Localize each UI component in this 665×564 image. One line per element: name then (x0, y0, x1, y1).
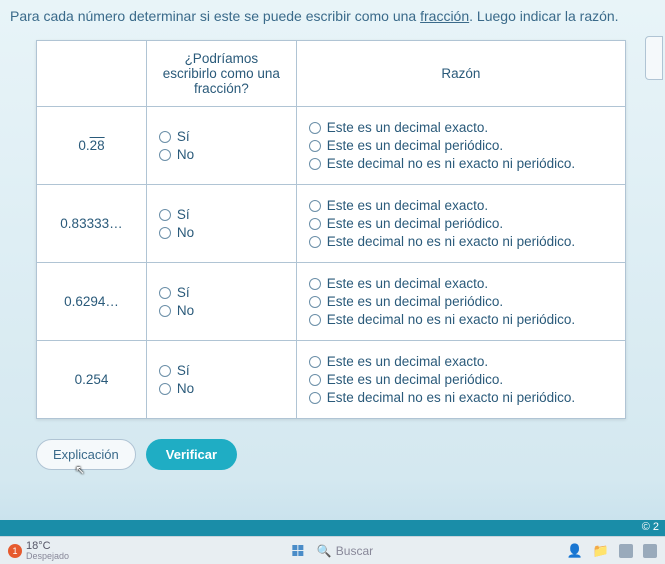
cursor-icon: ↖ (75, 463, 85, 477)
yesno-cell: Sí No (146, 263, 296, 341)
radio-icon (159, 287, 171, 299)
radio-no[interactable]: No (159, 225, 284, 240)
radio-icon (159, 383, 171, 395)
reason-cell: Este es un decimal exacto. Este es un dec… (296, 341, 625, 419)
radio-icon (159, 209, 171, 221)
instruction-text: Para cada número determinar si este se p… (10, 8, 655, 24)
radio-yes[interactable]: Sí (159, 363, 284, 378)
radio-neither[interactable]: Este decimal no es ni exacto ni periódic… (309, 312, 613, 327)
radio-icon (309, 374, 321, 386)
taskbar-search[interactable]: 🔍 Buscar (317, 544, 373, 558)
yesno-cell: Sí No (146, 341, 296, 419)
reason-cell: Este es un decimal exacto. Este es un dec… (296, 263, 625, 341)
radio-no[interactable]: No (159, 147, 284, 162)
radio-yes[interactable]: Sí (159, 129, 284, 144)
number-cell: 0.254 (37, 341, 147, 419)
radio-periodic[interactable]: Este es un decimal periódico. (309, 294, 613, 309)
header-number (37, 41, 147, 107)
radio-icon (309, 236, 321, 248)
search-icon: 🔍 (317, 544, 332, 558)
radio-exact[interactable]: Este es un decimal exacto. (309, 120, 613, 135)
radio-neither[interactable]: Este decimal no es ni exacto ni periódic… (309, 390, 613, 405)
header-reason: Razón (296, 41, 625, 107)
weather-badge-icon: 1 (8, 544, 22, 558)
taskbar-app-icon-2[interactable]: 📁 (593, 543, 609, 559)
start-button[interactable] (292, 545, 303, 556)
radio-icon (309, 278, 321, 290)
radio-icon (309, 356, 321, 368)
number-cell: 0.28 (37, 107, 147, 185)
yesno-cell: Sí No (146, 107, 296, 185)
radio-exact[interactable]: Este es un decimal exacto. (309, 354, 613, 369)
radio-exact[interactable]: Este es un decimal exacto. (309, 198, 613, 213)
radio-icon (309, 296, 321, 308)
radio-icon (309, 122, 321, 134)
taskbar: 1 18°C Despejado 🔍 Buscar 👤 📁 (0, 536, 665, 564)
reason-cell: Este es un decimal exacto. Este es un dec… (296, 107, 625, 185)
radio-icon (159, 365, 171, 377)
taskbar-app-icon-1[interactable]: 👤 (567, 543, 583, 559)
exercise-table: ¿Podríamos escribirlo como una fracción?… (36, 40, 626, 419)
radio-icon (309, 392, 321, 404)
radio-neither[interactable]: Este decimal no es ni exacto ni periódic… (309, 156, 613, 171)
table-row: 0.254SíNoEste es un decimal exacto.Este … (37, 341, 626, 419)
weather-widget[interactable]: 1 18°C Despejado (8, 541, 69, 561)
help-panel-button[interactable] (645, 36, 663, 80)
number-cell: 0.6294… (37, 263, 147, 341)
radio-icon (159, 227, 171, 239)
verify-button[interactable]: Verificar (146, 439, 237, 470)
radio-exact[interactable]: Este es un decimal exacto. (309, 276, 613, 291)
radio-icon (159, 305, 171, 317)
radio-yes[interactable]: Sí (159, 285, 284, 300)
yesno-cell: Sí No (146, 185, 296, 263)
radio-periodic[interactable]: Este es un decimal periódico. (309, 138, 613, 153)
table-row: 0.28SíNoEste es un decimal exacto.Este e… (37, 107, 626, 185)
radio-icon (309, 200, 321, 212)
table-row: 0.6294…SíNoEste es un decimal exacto.Est… (37, 263, 626, 341)
radio-yes[interactable]: Sí (159, 207, 284, 222)
number-cell: 0.83333… (37, 185, 147, 263)
radio-icon (309, 140, 321, 152)
radio-no[interactable]: No (159, 381, 284, 396)
radio-no[interactable]: No (159, 303, 284, 318)
radio-icon (159, 149, 171, 161)
weather-desc: Despejado (26, 552, 69, 561)
radio-periodic[interactable]: Este es un decimal periódico. (309, 372, 613, 387)
radio-icon (159, 131, 171, 143)
radio-neither[interactable]: Este decimal no es ni exacto ni periódic… (309, 234, 613, 249)
reason-cell: Este es un decimal exacto. Este es un dec… (296, 185, 625, 263)
header-writeable: ¿Podríamos escribirlo como una fracción? (146, 41, 296, 107)
taskbar-app-icon-4[interactable] (643, 544, 657, 558)
copyright-bar: © 2 (0, 520, 665, 536)
radio-icon (309, 158, 321, 170)
radio-periodic[interactable]: Este es un decimal periódico. (309, 216, 613, 231)
table-row: 0.83333…SíNoEste es un decimal exacto.Es… (37, 185, 626, 263)
radio-icon (309, 314, 321, 326)
fraccion-link[interactable]: fracción (420, 8, 469, 24)
explain-button[interactable]: Explicación ↖ (36, 439, 136, 470)
radio-icon (309, 218, 321, 230)
taskbar-app-icon-3[interactable] (619, 544, 633, 558)
temperature: 18°C (26, 541, 69, 552)
